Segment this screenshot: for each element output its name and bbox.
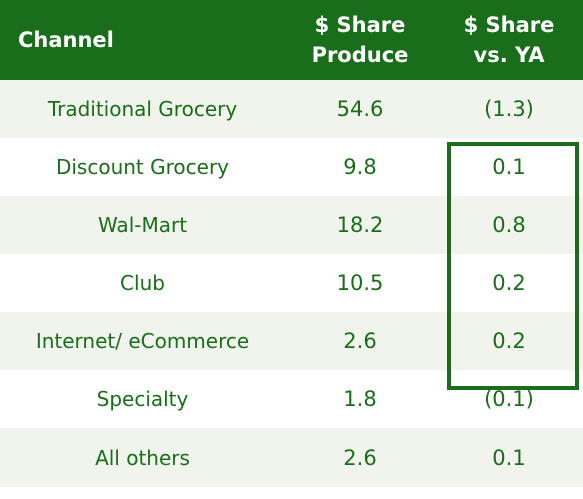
cell-channel: All others xyxy=(95,445,190,470)
table-header: Channel $ Share Produce $ Share vs. YA xyxy=(0,0,583,80)
cell-share-vs-ya: 0.2 xyxy=(492,329,526,353)
header-channel-line-1: Channel xyxy=(18,28,114,52)
channel-share-table: Channel $ Share Produce $ Share vs. YA T… xyxy=(0,0,583,487)
cell-channel: Specialty xyxy=(96,387,189,411)
header-share-vs-ya-line-1: $ Share xyxy=(463,13,555,37)
cell-channel: Traditional Grocery xyxy=(47,97,238,121)
header-share-vs-ya-line-2: vs. YA xyxy=(473,43,545,67)
cell-share-vs-ya: (1.3) xyxy=(484,97,534,121)
cell-channel: Internet/ eCommerce xyxy=(35,329,250,353)
cell-share-vs-ya: 0.1 xyxy=(492,155,526,179)
cell-share-vs-ya: 0.2 xyxy=(492,271,526,295)
cell-channel: Club xyxy=(120,271,165,295)
cell-share-vs-ya: 0.1 xyxy=(492,445,526,470)
cell-share-produce: 54.6 xyxy=(336,97,384,121)
cell-share-vs-ya: 0.8 xyxy=(492,213,526,237)
cell-share-produce: 9.8 xyxy=(343,155,377,179)
cell-share-produce: 2.6 xyxy=(343,445,377,470)
table-row: Internet/ eCommerce 2.6 0.2 xyxy=(0,312,583,370)
cell-share-produce: 2.6 xyxy=(343,329,377,353)
table-row: Discount Grocery 9.8 0.1 xyxy=(0,138,583,196)
header-share-vs-ya: $ Share vs. YA xyxy=(435,0,583,80)
cell-share-produce: 1.8 xyxy=(343,387,377,411)
cell-share-produce: 10.5 xyxy=(336,271,384,295)
cell-share-produce: 18.2 xyxy=(336,213,384,237)
cell-channel: Discount Grocery xyxy=(55,155,230,179)
header-row: Channel $ Share Produce $ Share vs. YA xyxy=(0,0,583,80)
cell-channel: Wal-Mart xyxy=(97,213,188,237)
header-share-produce: $ Share Produce xyxy=(285,0,435,80)
table-row: Specialty 1.8 (0.1) xyxy=(0,370,583,428)
table-row: All others 2.6 0.1 xyxy=(0,428,583,487)
table-body: Traditional Grocery 54.6 (1.3) Discount … xyxy=(0,80,583,487)
table-row: Club 10.5 0.2 xyxy=(0,254,583,312)
header-share-produce-line-1: $ Share xyxy=(314,13,406,37)
header-share-produce-line-2: Produce xyxy=(311,43,409,67)
table-row: Wal-Mart 18.2 0.8 xyxy=(0,196,583,254)
header-channel: Channel xyxy=(0,0,285,80)
cell-share-vs-ya: (0.1) xyxy=(484,387,534,411)
table-row: Traditional Grocery 54.6 (1.3) xyxy=(0,80,583,138)
